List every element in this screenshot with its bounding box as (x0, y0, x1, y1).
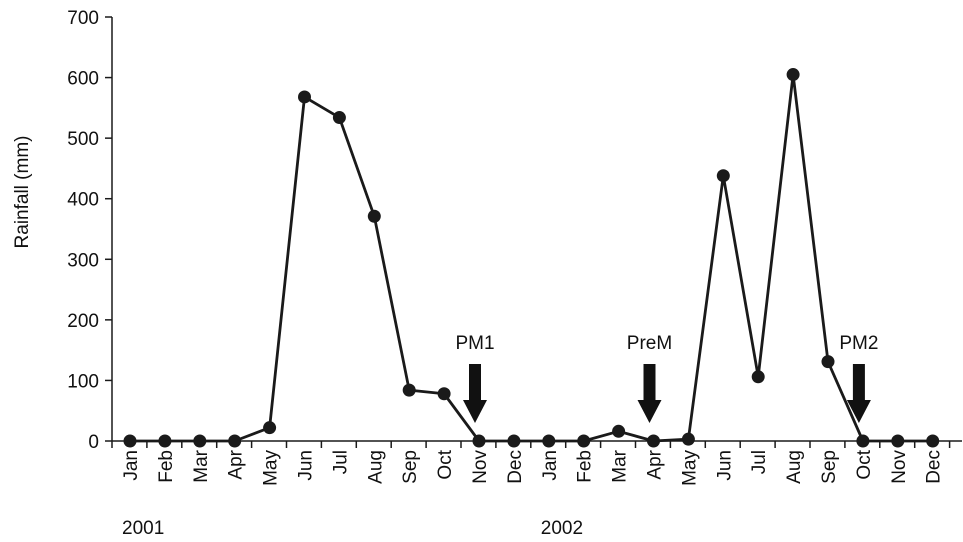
x-tick-label: Feb (575, 450, 596, 483)
x-tick-label: May (679, 450, 700, 486)
data-point (263, 421, 277, 435)
data-point (402, 383, 416, 397)
data-point (193, 434, 207, 448)
annotation-arrow (637, 364, 662, 423)
annotation: PM2 (839, 333, 878, 423)
x-tick-label: Nov (889, 450, 910, 484)
data-point (437, 387, 451, 401)
x-tick-label: Mar (610, 449, 631, 482)
y-tick-label: 400 (67, 190, 99, 211)
x-tick-label: Nov (470, 450, 491, 484)
x-tick-label: Jan (540, 450, 561, 481)
data-point (891, 434, 905, 448)
data-point (332, 111, 346, 125)
x-axis: Jan Feb Mar Apr May Jun Jul Aug Sep Oct Nov Dec Jan F… (111, 440, 962, 539)
series (123, 68, 940, 448)
annotation: PM1 (455, 333, 495, 423)
data-point (821, 355, 835, 369)
x-tick-label: Aug (784, 450, 805, 484)
annotation: PreM (627, 333, 672, 423)
data-point (542, 434, 556, 448)
x-tick-label: Aug (365, 450, 386, 484)
y-tick-label: 700 (67, 8, 99, 29)
annotations: PM1 PreM PM2 (455, 333, 878, 423)
data-point (856, 434, 870, 448)
data-point (786, 68, 800, 82)
data-point (472, 434, 486, 448)
year-label: 2002 (541, 518, 583, 539)
x-tick-label: Oct (854, 449, 875, 479)
y-axis-title: Rainfall (mm) (12, 136, 33, 249)
y-tick-label: 100 (67, 371, 99, 392)
year-label: 2001 (122, 518, 164, 539)
annotation-label: PM1 (455, 333, 494, 354)
data-point (507, 434, 521, 448)
y-tick-label: 500 (67, 129, 99, 150)
annotation-arrow (846, 364, 871, 423)
data-point (926, 434, 940, 448)
data-point (228, 434, 242, 448)
data-point (158, 434, 172, 448)
x-tick-label: Apr (645, 449, 666, 479)
x-tick-label: Mar (191, 449, 212, 482)
x-tick-label: Dec (924, 450, 945, 484)
x-tick-label: Jan (121, 450, 142, 481)
data-point (367, 209, 381, 223)
data-point (681, 432, 695, 446)
y-axis: 0 100 200 300 400 500 600 700 (67, 8, 113, 453)
data-point (751, 370, 765, 384)
x-tick-label: Jun (296, 450, 317, 481)
x-tick-label: Sep (819, 450, 840, 484)
annotation-label: PreM (627, 333, 672, 354)
series-line (130, 73, 933, 443)
annotation-arrow (463, 364, 487, 423)
x-tick-label: Dec (505, 450, 526, 484)
x-tick-label: Jul (330, 450, 351, 474)
data-point (716, 169, 730, 183)
x-tick-label: Jun (714, 450, 735, 481)
x-tick-label: Oct (435, 449, 456, 479)
annotation-label: PM2 (839, 333, 878, 354)
x-tick-label: Sep (400, 450, 421, 484)
data-point (612, 424, 626, 438)
x-tick-label: Jul (749, 450, 770, 474)
x-tick-label: Feb (156, 450, 177, 483)
x-tick-label: Apr (226, 449, 247, 479)
y-tick-label: 300 (67, 250, 99, 271)
y-tick-label: 0 (88, 432, 99, 453)
data-point (298, 90, 311, 104)
data-point (123, 434, 137, 448)
y-tick-label: 600 (67, 69, 99, 90)
x-tick-label: May (261, 450, 282, 486)
data-point (647, 434, 660, 448)
y-tick-label: 200 (67, 311, 99, 332)
data-point (577, 434, 591, 448)
